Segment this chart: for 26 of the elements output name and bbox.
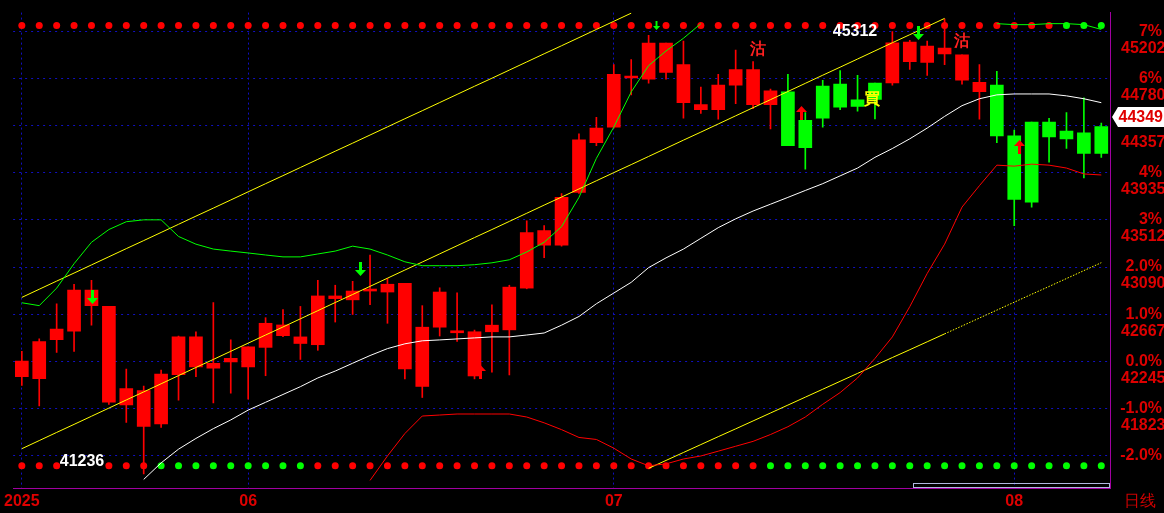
- y2-tick-label: -1.0%: [1120, 398, 1162, 416]
- y2-tick-label: 0.0%: [1125, 351, 1162, 369]
- y-tick-label: 43090: [1121, 274, 1164, 292]
- text: 44349: [1118, 108, 1164, 126]
- x-tick-label: 07: [604, 492, 623, 510]
- y2-tick-label: 6%: [1138, 68, 1162, 86]
- annotation: 45312: [832, 22, 878, 40]
- y2-tick-label: 1.0%: [1125, 304, 1162, 322]
- y2-tick-label: 4%: [1138, 163, 1162, 181]
- y-tick-label: 42667: [1121, 321, 1164, 339]
- y2-tick-label: 2.0%: [1125, 257, 1162, 275]
- annotation: 沽: [953, 31, 970, 51]
- x-tick-label: 08: [1005, 492, 1024, 510]
- y2-tick-label: 3%: [1138, 210, 1162, 228]
- annotation: 41236: [59, 452, 105, 470]
- y2-tick-label: -2.0%: [1120, 446, 1162, 464]
- y-tick-label: 44357: [1121, 133, 1164, 151]
- y2-tick-label: 7%: [1138, 21, 1162, 39]
- annotation: 沽: [749, 39, 766, 59]
- y-tick-label: 41823: [1121, 415, 1164, 433]
- x-tick-label: 2025: [4, 492, 40, 510]
- y-tick-label: 44780: [1121, 85, 1164, 103]
- y-tick-label: 43512: [1121, 227, 1164, 245]
- x-tick-label: 06: [239, 492, 258, 510]
- y-tick-label: 45202: [1121, 38, 1164, 56]
- text: 日线: [1124, 491, 1156, 511]
